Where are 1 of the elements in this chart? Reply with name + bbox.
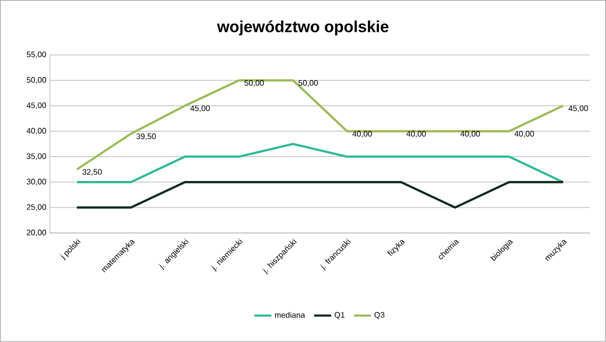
chart-title: województwo opolskie [217,20,388,36]
